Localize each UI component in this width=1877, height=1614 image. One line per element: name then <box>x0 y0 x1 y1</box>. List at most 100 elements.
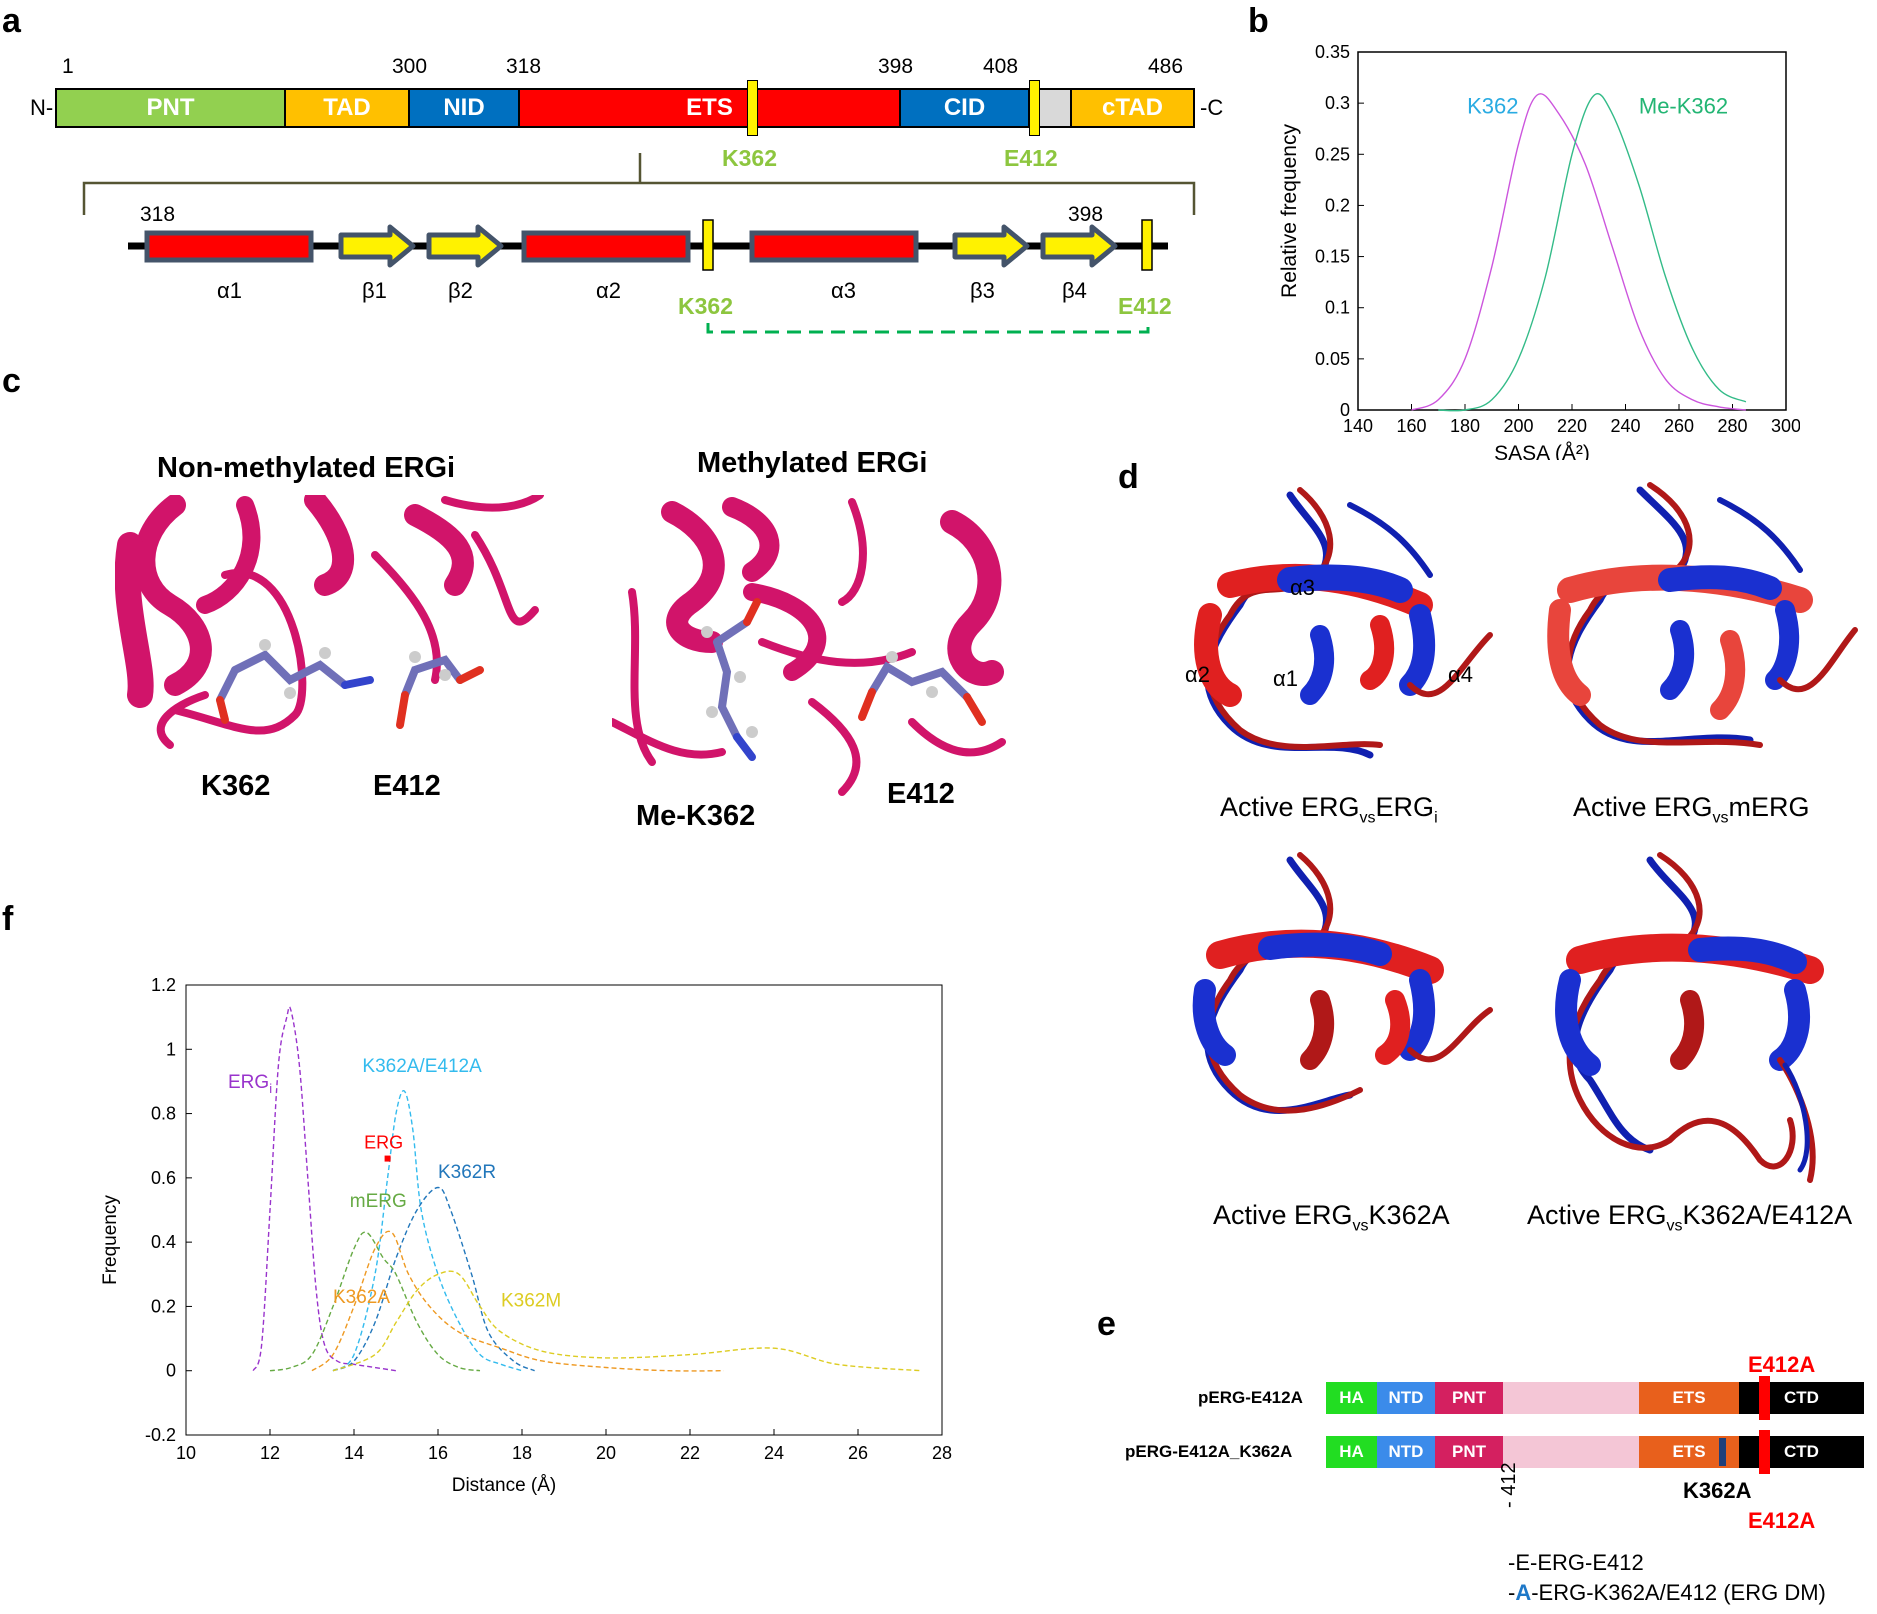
chart-b-ytick-label: 0.3 <box>1325 93 1350 113</box>
panel-label-f: f <box>2 900 14 938</box>
chart-f-xtick-label: 22 <box>680 1443 700 1463</box>
domain-ctad: cTAD <box>1070 88 1195 128</box>
chart-f-xtick-label: 28 <box>932 1443 952 1463</box>
element-beta2: β2 <box>448 278 473 303</box>
element-beta1: β1 <box>362 278 387 303</box>
chart-b-xtick-label: 160 <box>1396 416 1426 436</box>
element-beta4: β4 <box>1062 278 1087 303</box>
chart-b-xtick-label: 300 <box>1771 416 1800 436</box>
position-412: - 412 <box>1498 1462 1520 1508</box>
chart-f-series-line-5 <box>332 1270 922 1372</box>
label-k362-nonmethylated: K362 <box>201 770 271 802</box>
helix-a3-label: α3 <box>1290 575 1315 600</box>
chart-b-series-line-1 <box>1438 93 1747 412</box>
chart-f-series-label-4: K362A <box>333 1287 390 1308</box>
chart-b-xtick-label: 240 <box>1610 416 1640 436</box>
chart-b-ytick-label: 0.15 <box>1315 247 1350 267</box>
domain-pnt: PNT <box>55 88 286 128</box>
k362a-label: K362A <box>1683 1478 1752 1503</box>
chart-f-xtick-label: 14 <box>344 1443 364 1463</box>
methylated-structure-image <box>612 497 1006 796</box>
chart-b-ytick-label: 0.05 <box>1315 349 1350 369</box>
chart-f-series-line-3 <box>269 1231 481 1372</box>
helix-a4-label: α4 <box>1448 662 1473 687</box>
domain-ets: ETS <box>518 88 901 128</box>
detail-label-e412: E412 <box>1118 293 1172 319</box>
n-terminus: N- <box>30 95 54 120</box>
chart-b-xtick-label: 220 <box>1557 416 1587 436</box>
overlay-erg-vs-k362a <box>1192 852 1493 1114</box>
chart-b-series-line-0 <box>1411 93 1746 411</box>
ets-detail-diagram <box>82 153 1196 334</box>
chart-f-series-line-0 <box>252 1006 397 1372</box>
site-marker-e412 <box>1029 80 1040 136</box>
chart-f-ytick-label: 0.2 <box>151 1296 176 1316</box>
chart-f-series-line-4 <box>311 1230 724 1372</box>
chart-b-xlabel: SASA (Å²) <box>1494 442 1590 460</box>
construct-2-name: pERG-E412A_K362A <box>1125 1442 1293 1461</box>
overlay-erg-vs-ergi <box>1194 487 1493 759</box>
c1-ha: HA <box>1326 1382 1377 1414</box>
panel-label-e: e <box>1097 1305 1116 1343</box>
chart-b-xtick-label: 200 <box>1503 416 1533 436</box>
c1-ctd: CTD <box>1739 1382 1864 1414</box>
chart-b-ytick-label: 0.2 <box>1325 195 1350 215</box>
chart-f-xtick-label: 18 <box>512 1443 532 1463</box>
chart-f-xtick-label: 20 <box>596 1443 616 1463</box>
sasa-chart: 140 160 180 200 220 240 260 280 300 0 0.05 0.1 0.15 0… <box>1278 42 1800 460</box>
detail-label-k362: K362 <box>678 293 733 319</box>
chart-f-xtick-label: 26 <box>848 1443 868 1463</box>
label-mek362-methylated: Me-K362 <box>636 800 756 832</box>
chart-b-series-label-1: Me-K362 <box>1639 93 1728 118</box>
chart-b-ytick-label: 0.1 <box>1325 298 1350 318</box>
helix-a1-label: α1 <box>1273 666 1298 691</box>
pos-408: 408 <box>983 55 1019 78</box>
panel-label-d: d <box>1118 458 1139 496</box>
pos-486: 486 <box>1148 55 1184 78</box>
chart-f-ytick-label: 1 <box>166 1039 176 1059</box>
nonmethylated-structure-image <box>115 495 544 749</box>
panel-label-a: a <box>2 2 21 40</box>
caption-erg-vs-merg: Active ERGvsmERG <box>1573 792 1810 827</box>
panel-label-b: b <box>1248 2 1269 40</box>
chart-f-series-label-3: mERG <box>350 1191 407 1212</box>
chart-f-annotation-point-0 <box>384 1155 391 1162</box>
construct-2-bar: HA NTD PNT ETS CTD <box>1326 1430 1864 1474</box>
site-label-e412: E412 <box>1004 145 1058 171</box>
chart-b-series-label-0: K362 <box>1467 93 1518 118</box>
distance-chart: 10 12 14 16 18 20 22 24 26 28 -0.2 0 0.2 0.4 0.6 0.8 1 1.… <box>100 975 952 1496</box>
legend-erg-e412: -E-ERG-E412 <box>1508 1550 1644 1575</box>
domain-cid: CID <box>899 88 1030 128</box>
ets-start-pos: 318 <box>140 203 176 226</box>
chart-f-series-label-2: K362R <box>438 1162 496 1183</box>
overlay-erg-vs-k362a-e412a <box>1555 852 1824 1183</box>
element-alpha1: α1 <box>217 278 242 303</box>
c1-linker <box>1503 1382 1639 1414</box>
site-marker-k362 <box>747 80 758 136</box>
c2-ctd: CTD <box>1739 1436 1864 1468</box>
chart-b-ytick-label: 0.35 <box>1315 42 1350 62</box>
chart-f-annotation-label-0: ERG <box>364 1133 403 1153</box>
domain-nid: NID <box>408 88 520 128</box>
chart-f-series-line-2 <box>332 1186 535 1372</box>
pos-318: 318 <box>506 55 542 78</box>
panel-label-c: c <box>2 362 21 400</box>
chart-f-series-label-5: K362M <box>501 1290 561 1311</box>
c2-ha: HA <box>1326 1436 1377 1468</box>
domain-tad: TAD <box>284 88 410 128</box>
chart-b-ylabel: Relative frequency <box>1278 124 1301 298</box>
caption-erg-vs-ergi: Active ERGvsERGi <box>1220 792 1438 827</box>
overlay-erg-vs-merg <box>1547 482 1858 748</box>
chart-f-xtick-label: 24 <box>764 1443 784 1463</box>
chart-b-ytick-label: 0.25 <box>1315 144 1350 164</box>
chart-b-xtick-label: 260 <box>1664 416 1694 436</box>
chart-f-ytick-label: 0.8 <box>151 1104 176 1124</box>
legend-erg-dm: -A-ERG-K362A/E412 (ERG DM) <box>1508 1580 1826 1605</box>
chart-f-ylabel: Frequency <box>100 1195 121 1285</box>
chart-f-xtick-label: 10 <box>176 1443 196 1463</box>
pos-1: 1 <box>62 55 74 78</box>
element-alpha3: α3 <box>831 278 856 303</box>
e412a-label-top: E412A <box>1748 1352 1816 1377</box>
element-alpha2: α2 <box>596 278 621 303</box>
chart-f-ytick-label: -0.2 <box>145 1425 176 1445</box>
